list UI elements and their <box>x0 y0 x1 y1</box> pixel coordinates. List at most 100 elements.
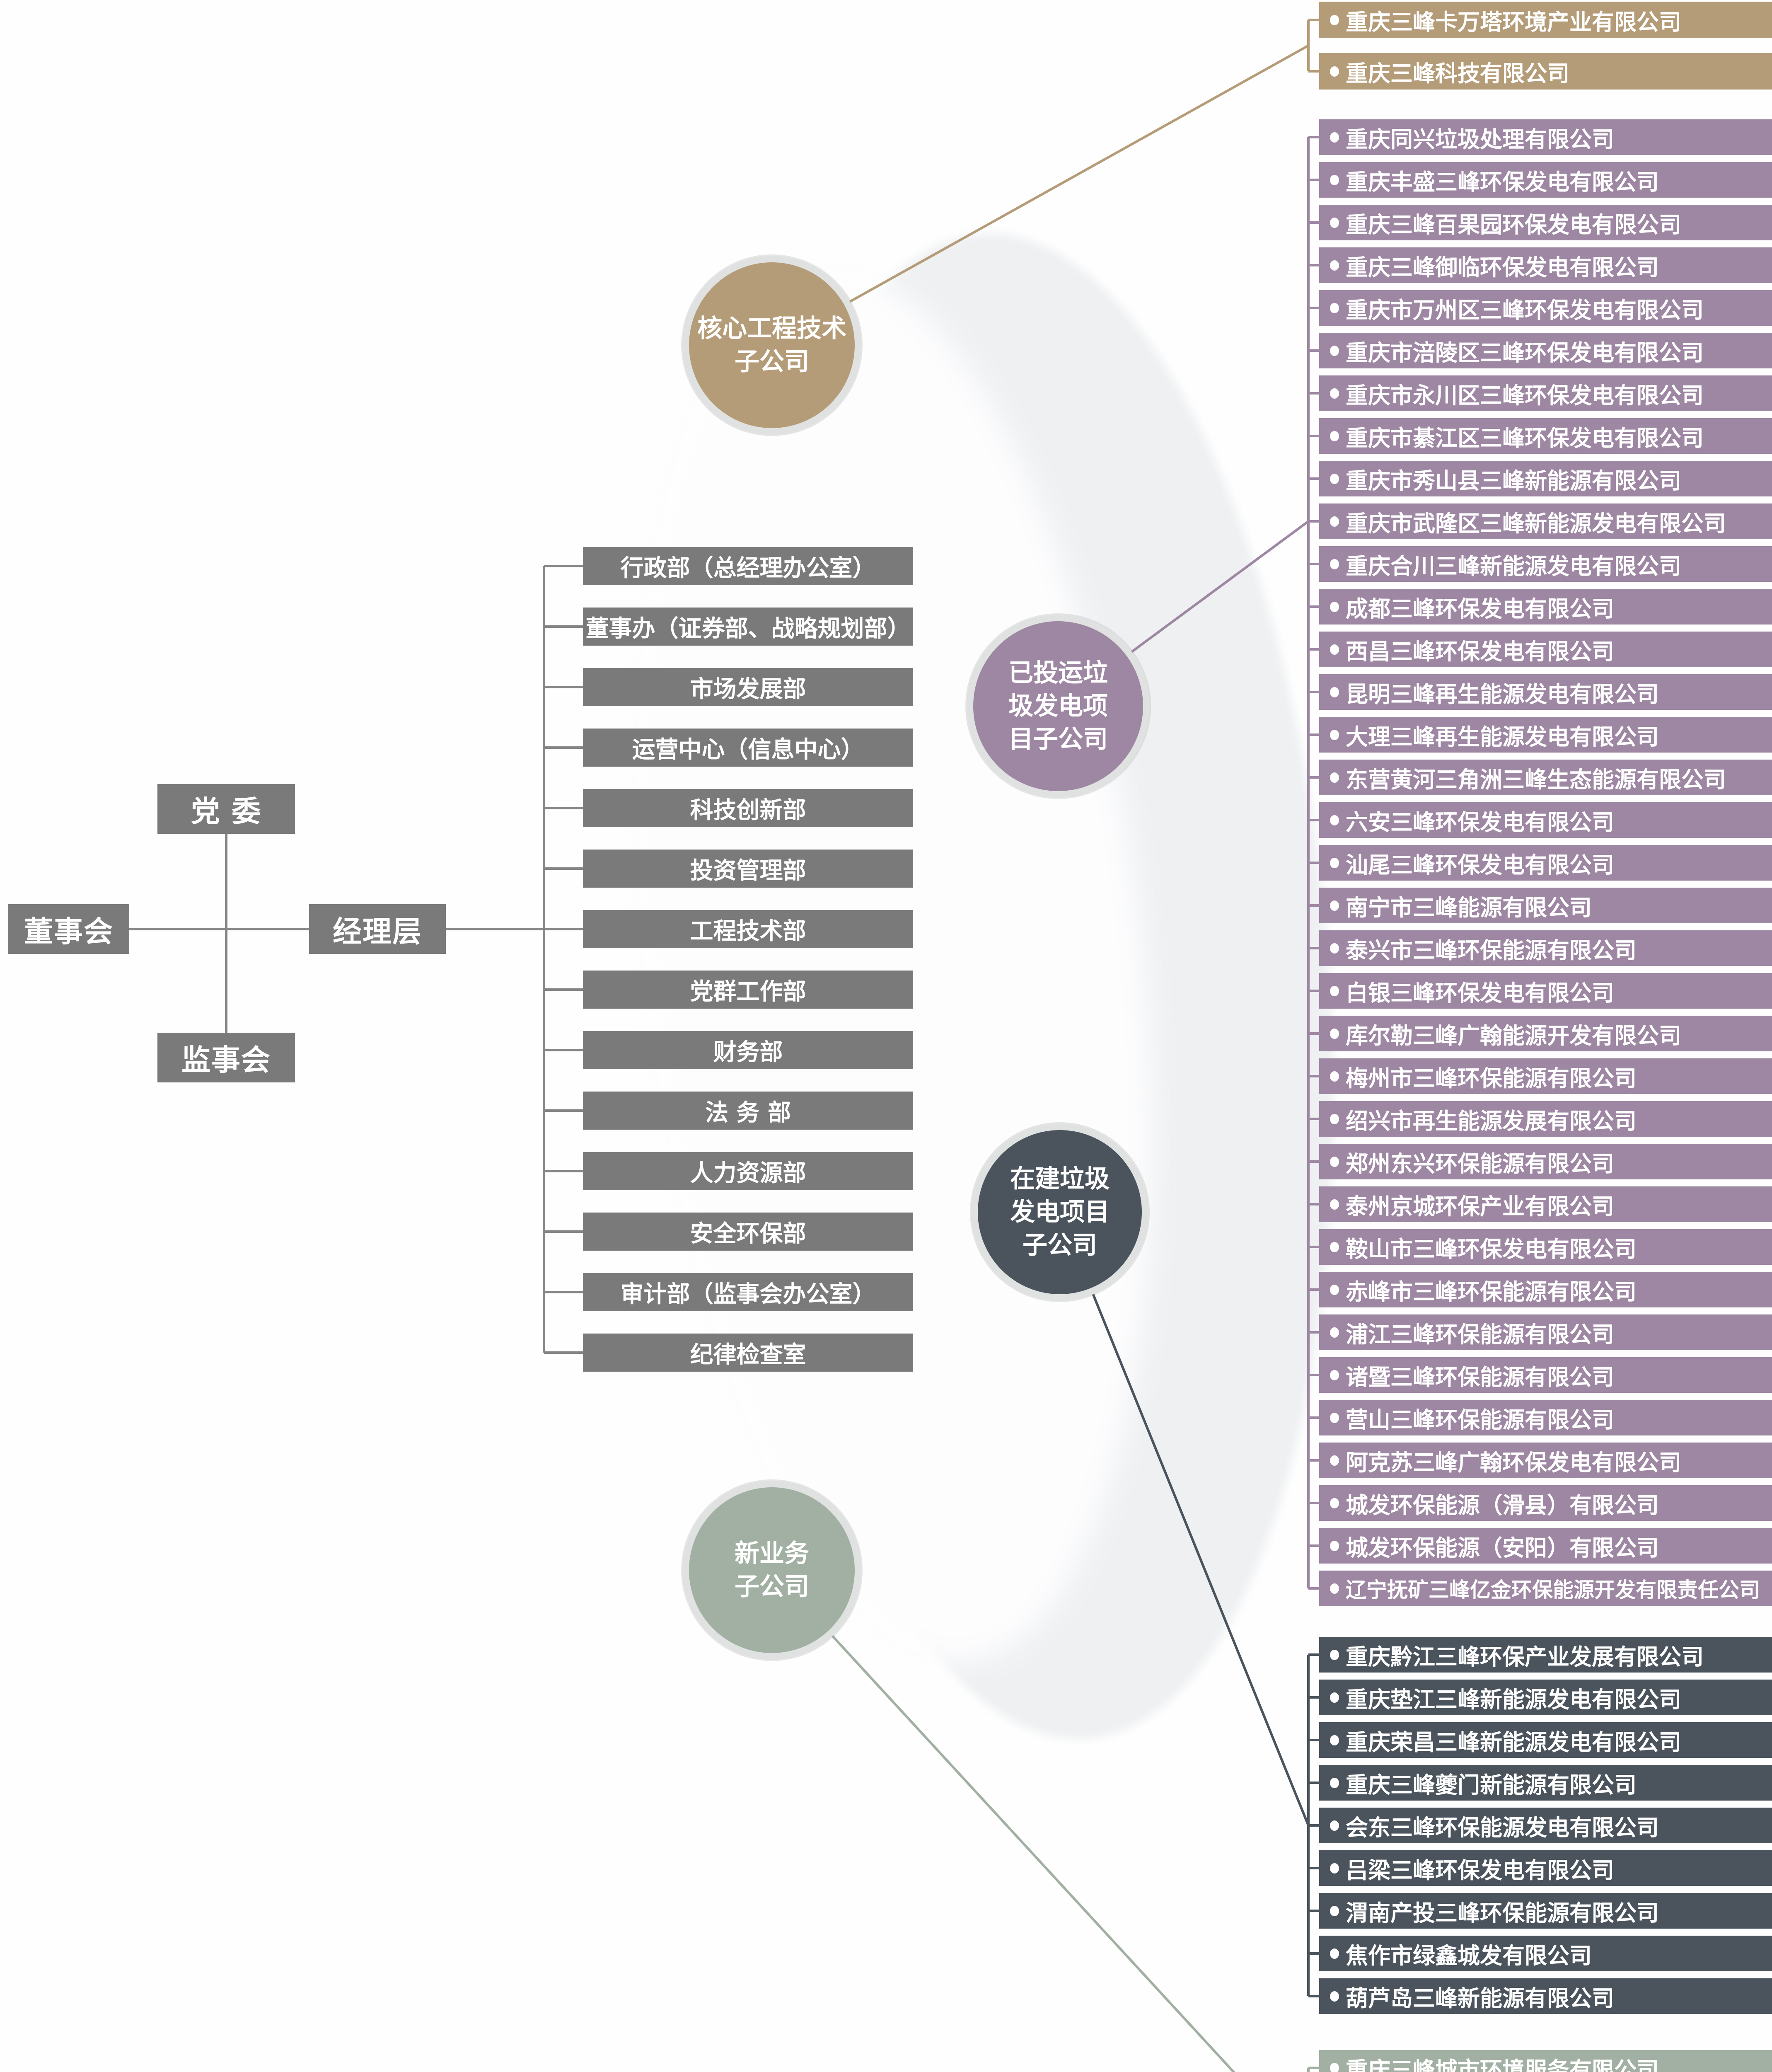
company-name: 梅州市三峰环保能源有限公司 <box>1346 1065 1637 1092</box>
group-circle-label-line: 目子公司 <box>1008 725 1108 754</box>
department-label: 人力资源部 <box>690 1159 806 1187</box>
company-row: 重庆合川三峰新能源发电有限公司 <box>1319 546 1772 582</box>
department-label: 纪律检查室 <box>690 1341 806 1368</box>
company-row: 重庆三峰科技有限公司 <box>1319 53 1772 90</box>
company-row: 重庆黔江三峰环保产业发展有限公司 <box>1319 1637 1772 1673</box>
party-committee-label: 党 委 <box>191 794 262 828</box>
company-name: 重庆三峰百果园环保发电有限公司 <box>1346 211 1681 238</box>
bullet-icon <box>1330 857 1339 868</box>
under-construction-waste-to-energy-project-subsidiaries-circle: 在建垃圾 发电项目 子公司 <box>978 1130 1142 1294</box>
core-engineering-technology-subsidiaries-diagonal <box>771 44 1309 346</box>
bullet-icon <box>1330 687 1339 697</box>
company-row: 东营黄河三角洲三峰生态能源有限公司 <box>1319 760 1772 795</box>
management-level-box: 经理层 <box>309 904 446 954</box>
company-name: 重庆市綦江区三峰环保发电有限公司 <box>1346 425 1704 451</box>
company-row: 重庆市秀山县三峰新能源有限公司 <box>1319 461 1772 496</box>
company-row: 绍兴市再生能源发展有限公司 <box>1319 1101 1772 1137</box>
bullet-icon <box>1330 473 1339 484</box>
department-label: 市场发展部 <box>690 675 806 703</box>
company-name: 诸暨三峰环保能源有限公司 <box>1346 1364 1614 1390</box>
bullet-icon <box>1330 1649 1339 1660</box>
company-name: 重庆市秀山县三峰新能源有限公司 <box>1346 467 1681 494</box>
company-name: 成都三峰环保发电有限公司 <box>1346 595 1614 622</box>
company-row: 泰兴市三峰环保能源有限公司 <box>1319 930 1772 966</box>
bullet-icon <box>1330 174 1339 185</box>
department-label: 行政部（总经理办公室） <box>620 554 876 582</box>
company-row: 重庆三峰城市环境服务有限公司 <box>1319 2050 1772 2072</box>
department-label: 董事办（证券部、战略规划部） <box>585 615 911 642</box>
company-name: 重庆三峰御临环保发电有限公司 <box>1346 254 1659 281</box>
management-level-label: 经理层 <box>333 914 422 949</box>
company-row: 大理三峰再生能源发电有限公司 <box>1319 717 1772 753</box>
company-row: 诸暨三峰环保能源有限公司 <box>1319 1357 1772 1393</box>
company-row: 葫芦岛三峰新能源有限公司 <box>1319 1978 1772 2014</box>
company-name: 重庆三峰城市环境服务有限公司 <box>1346 2057 1659 2072</box>
bullet-icon <box>1330 1948 1339 1959</box>
company-name: 重庆市武隆区三峰新能源发电有限公司 <box>1346 510 1726 537</box>
company-name: 汕尾三峰环保发电有限公司 <box>1346 852 1614 878</box>
bullet-icon <box>1330 260 1339 271</box>
board-of-directors-box: 董事会 <box>8 904 129 954</box>
bullet-icon <box>1330 729 1339 740</box>
company-name: 库尔勒三峰广翰能源开发有限公司 <box>1346 1022 1681 1049</box>
company-row: 城发环保能源（滑县）有限公司 <box>1319 1485 1772 1521</box>
company-name: 昆明三峰再生能源发电有限公司 <box>1346 681 1659 707</box>
company-name: 重庆同兴垃圾处理有限公司 <box>1346 126 1614 152</box>
company-row: 成都三峰环保发电有限公司 <box>1319 589 1772 625</box>
bullet-icon <box>1330 559 1339 569</box>
bullet-icon <box>1330 132 1339 143</box>
bullet-icon <box>1330 601 1339 612</box>
department-box: 工程技术部 <box>583 910 913 948</box>
department-box: 投资管理部 <box>583 850 913 888</box>
company-name: 重庆市永川区三峰环保发电有限公司 <box>1346 382 1704 409</box>
group-circle-label-line: 已投运垃 <box>1008 658 1108 687</box>
company-name: 东营黄河三角洲三峰生态能源有限公司 <box>1346 766 1726 793</box>
group-circle-label-line: 子公司 <box>735 1572 809 1601</box>
group-circle-label-line: 新业务 <box>735 1539 809 1568</box>
company-row: 郑州东兴环保能源有限公司 <box>1319 1144 1772 1179</box>
department-box: 行政部（总经理办公室） <box>583 547 913 585</box>
company-row: 重庆三峰百果园环保发电有限公司 <box>1319 205 1772 240</box>
company-name: 重庆市涪陵区三峰环保发电有限公司 <box>1346 339 1704 366</box>
group-circle-label-line: 核心工程技术 <box>697 314 846 343</box>
company-name: 赤峰市三峰环保能源有限公司 <box>1346 1278 1637 1305</box>
company-row: 六安三峰环保发电有限公司 <box>1319 802 1772 838</box>
department-box: 党群工作部 <box>583 971 913 1009</box>
department-label: 党群工作部 <box>690 978 806 1005</box>
company-row: 汕尾三峰环保发电有限公司 <box>1319 845 1772 881</box>
group-circle-label-line: 发电项目 <box>1010 1198 1110 1227</box>
company-name: 重庆市万州区三峰环保发电有限公司 <box>1346 297 1704 323</box>
department-box: 科技创新部 <box>583 789 913 827</box>
company-name: 郑州东兴环保能源有限公司 <box>1346 1150 1614 1177</box>
bullet-icon <box>1330 345 1339 356</box>
company-row: 阿克苏三峰广翰环保发电有限公司 <box>1319 1443 1772 1478</box>
department-label: 法 务 部 <box>705 1099 791 1126</box>
company-row: 重庆市永川区三峰环保发电有限公司 <box>1319 375 1772 411</box>
company-name: 西昌三峰环保发电有限公司 <box>1346 638 1614 665</box>
company-row: 辽宁抚矿三峰亿金环保能源开发有限责任公司 <box>1319 1571 1772 1606</box>
company-name: 南宁市三峰能源有限公司 <box>1346 894 1592 921</box>
bullet-icon <box>1330 815 1339 825</box>
bullet-icon <box>1330 1583 1339 1594</box>
company-name: 大理三峰再生能源发电有限公司 <box>1346 724 1659 750</box>
company-row: 重庆同兴垃圾处理有限公司 <box>1319 119 1772 155</box>
department-box: 审计部（监事会办公室） <box>583 1273 913 1311</box>
department-label: 审计部（监事会办公室） <box>620 1280 876 1308</box>
company-name: 鞍山市三峰环保发电有限公司 <box>1346 1236 1637 1262</box>
department-label: 安全环保部 <box>690 1220 806 1247</box>
department-box: 运营中心（信息中心） <box>583 729 913 767</box>
company-row: 梅州市三峰环保能源有限公司 <box>1319 1058 1772 1094</box>
department-box: 安全环保部 <box>583 1213 913 1251</box>
bullet-icon <box>1330 1455 1339 1466</box>
company-row: 赤峰市三峰环保能源有限公司 <box>1319 1272 1772 1307</box>
company-row: 重庆市綦江区三峰环保发电有限公司 <box>1319 418 1772 454</box>
bullet-icon <box>1330 15 1339 25</box>
bullet-icon <box>1330 1071 1339 1082</box>
group-circle-label-line: 在建垃圾 <box>1010 1164 1110 1193</box>
bullet-icon <box>1330 516 1339 527</box>
company-name: 重庆黔江三峰环保产业发展有限公司 <box>1346 1644 1704 1670</box>
company-name: 阿克苏三峰广翰环保发电有限公司 <box>1346 1449 1681 1476</box>
company-row: 重庆市涪陵区三峰环保发电有限公司 <box>1319 333 1772 368</box>
department-label: 科技创新部 <box>690 796 806 824</box>
bullet-icon <box>1330 772 1339 783</box>
